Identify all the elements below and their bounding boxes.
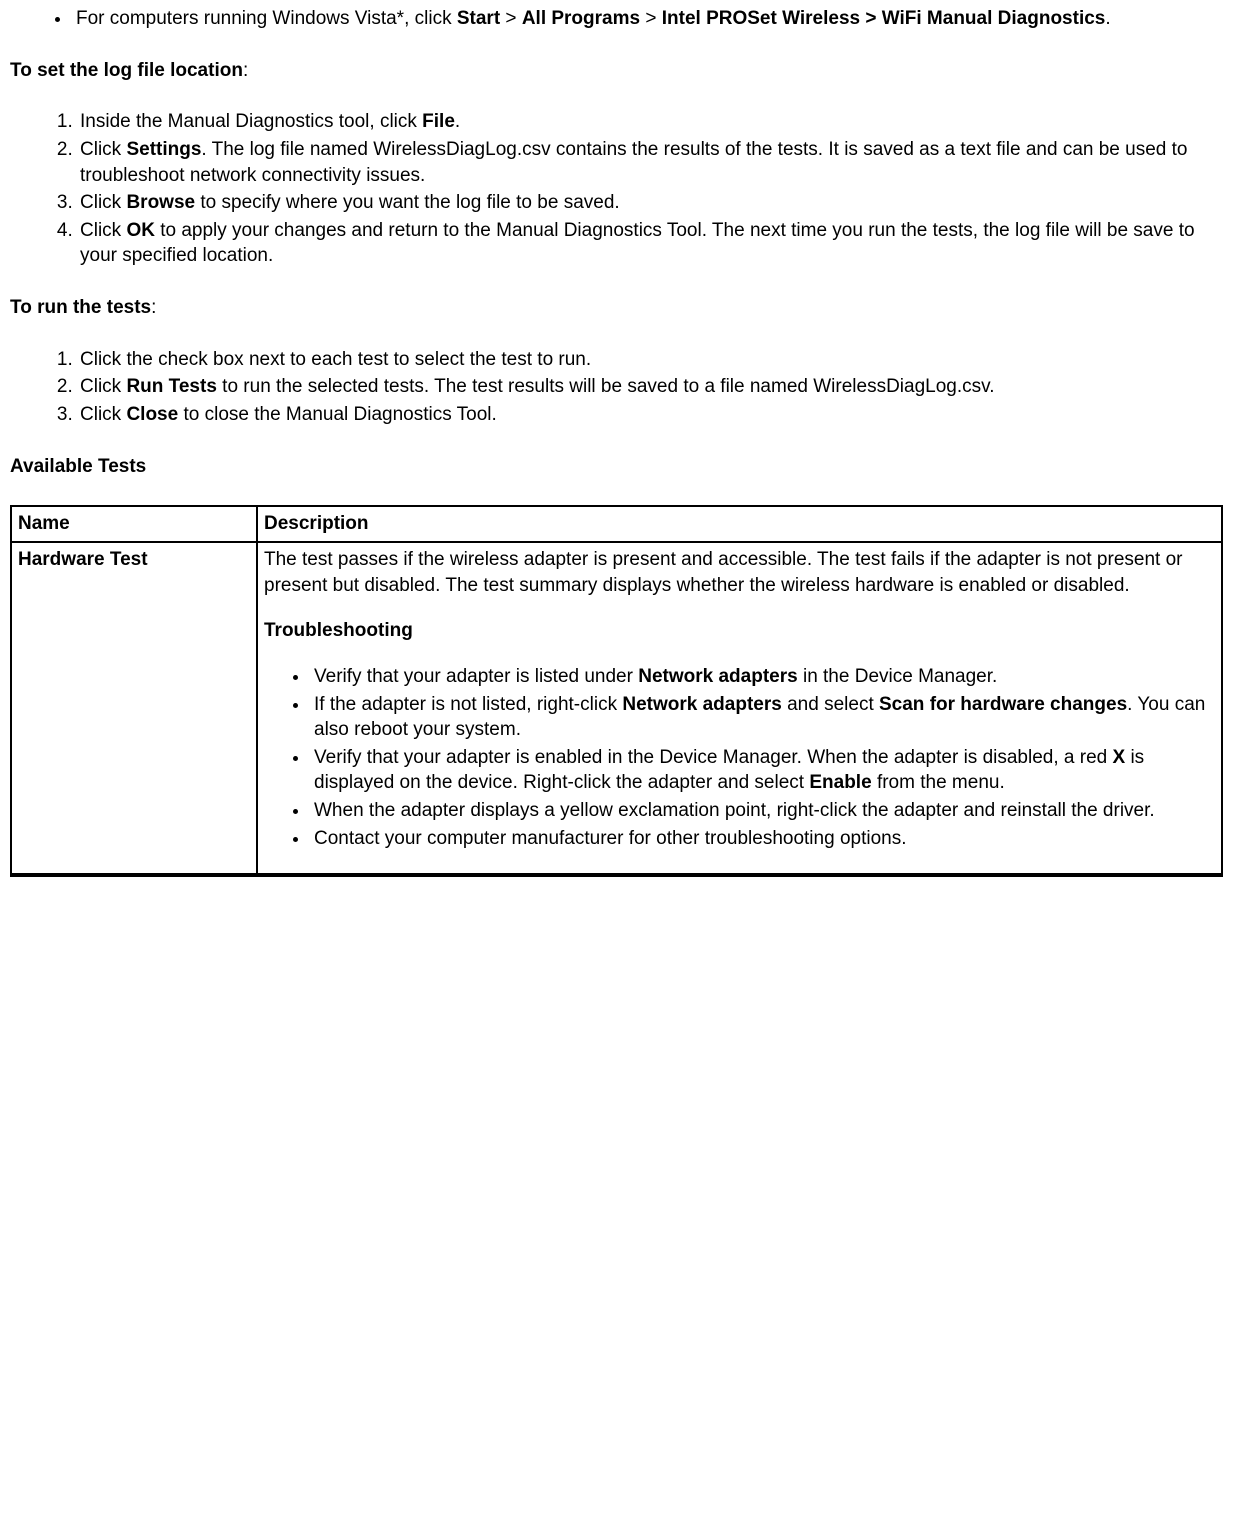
text: Verify that your adapter is enabled in t… xyxy=(314,747,1112,768)
heading-tail: : xyxy=(243,60,248,81)
list-item: Inside the Manual Diagnostics tool, clic… xyxy=(78,109,1223,135)
text: If the adapter is not listed, right-clic… xyxy=(314,694,622,715)
heading-bold: To set the log file location xyxy=(10,60,243,81)
list-item: Click OK to apply your changes and retur… xyxy=(78,218,1223,269)
list-item: Click the check box next to each test to… xyxy=(78,347,1223,373)
text: to apply your changes and return to the … xyxy=(80,220,1195,267)
runtests-steps: Click the check box next to each test to… xyxy=(10,347,1223,428)
intro-bullet: For computers running Windows Vista*, cl… xyxy=(72,6,1223,32)
list-item: When the adapter displays a yellow excla… xyxy=(310,798,1215,824)
text: Click xyxy=(80,139,126,160)
heading-bold: To run the tests xyxy=(10,297,151,318)
bold: Run Tests xyxy=(126,376,216,397)
heading-set-log-file: To set the log file location: xyxy=(10,58,1223,84)
table-row: Hardware Test The test passes if the wir… xyxy=(11,542,1222,875)
text: Contact your computer manufacturer for o… xyxy=(314,828,907,849)
text: Click xyxy=(80,404,126,425)
bold: Scan for hardware changes xyxy=(879,694,1127,715)
troubleshooting-list: Verify that your adapter is listed under… xyxy=(264,664,1215,851)
text: . xyxy=(455,111,460,132)
bold: X xyxy=(1112,747,1125,768)
text: > xyxy=(640,8,662,29)
bold: File xyxy=(422,111,455,132)
list-item: Click Browse to specify where you want t… xyxy=(78,190,1223,216)
list-item: Verify that your adapter is listed under… xyxy=(310,664,1215,690)
bold: Close xyxy=(126,404,178,425)
heading-tail: : xyxy=(151,297,156,318)
text: to close the Manual Diagnostics Tool. xyxy=(178,404,497,425)
text: When the adapter displays a yellow excla… xyxy=(314,800,1155,821)
text: Click xyxy=(80,220,126,241)
list-item: Click Settings. The log file named Wirel… xyxy=(78,137,1223,188)
text: > xyxy=(500,8,522,29)
text: Click xyxy=(80,192,126,213)
list-item: If the adapter is not listed, right-clic… xyxy=(310,692,1215,743)
logfile-steps: Inside the Manual Diagnostics tool, clic… xyxy=(10,109,1223,269)
cell-description: The test passes if the wireless adapter … xyxy=(257,542,1222,875)
text: Click the check box next to each test to… xyxy=(80,349,591,370)
list-item: Click Run Tests to run the selected test… xyxy=(78,374,1223,400)
bold: Network adapters xyxy=(622,694,781,715)
bold: OK xyxy=(126,220,155,241)
bold: Browse xyxy=(126,192,195,213)
col-header-name: Name xyxy=(11,506,257,542)
text: from the menu. xyxy=(872,772,1005,793)
heading-available-tests: Available Tests xyxy=(10,454,1223,480)
troubleshooting-heading: Troubleshooting xyxy=(264,618,1215,644)
text: Verify that your adapter is listed under xyxy=(314,666,638,687)
table-header-row: Name Description xyxy=(11,506,1222,542)
bold: Enable xyxy=(809,772,871,793)
text: and select xyxy=(782,694,879,715)
col-header-description: Description xyxy=(257,506,1222,542)
text: For computers running Windows Vista*, cl… xyxy=(76,8,457,29)
bold: Network adapters xyxy=(638,666,797,687)
intro-list: For computers running Windows Vista*, cl… xyxy=(10,6,1223,32)
bold: Settings xyxy=(126,139,201,160)
text: in the Device Manager. xyxy=(798,666,998,687)
text: Click xyxy=(80,376,126,397)
text: to specify where you want the log file t… xyxy=(195,192,620,213)
text: Inside the Manual Diagnostics tool, clic… xyxy=(80,111,422,132)
cell-name: Hardware Test xyxy=(11,542,257,875)
text: . xyxy=(1105,8,1110,29)
text: to run the selected tests. The test resu… xyxy=(217,376,995,397)
bold: All Programs xyxy=(522,8,640,29)
list-item: Click Close to close the Manual Diagnost… xyxy=(78,402,1223,428)
list-item: Contact your computer manufacturer for o… xyxy=(310,826,1215,852)
heading-run-tests: To run the tests: xyxy=(10,295,1223,321)
list-item: Verify that your adapter is enabled in t… xyxy=(310,745,1215,796)
text: . The log file named WirelessDiagLog.csv… xyxy=(80,139,1187,186)
bold: Start xyxy=(457,8,500,29)
available-tests-table: Name Description Hardware Test The test … xyxy=(10,505,1223,877)
bold: Intel PROSet Wireless > WiFi Manual Diag… xyxy=(662,8,1106,29)
description-paragraph: The test passes if the wireless adapter … xyxy=(264,547,1215,598)
